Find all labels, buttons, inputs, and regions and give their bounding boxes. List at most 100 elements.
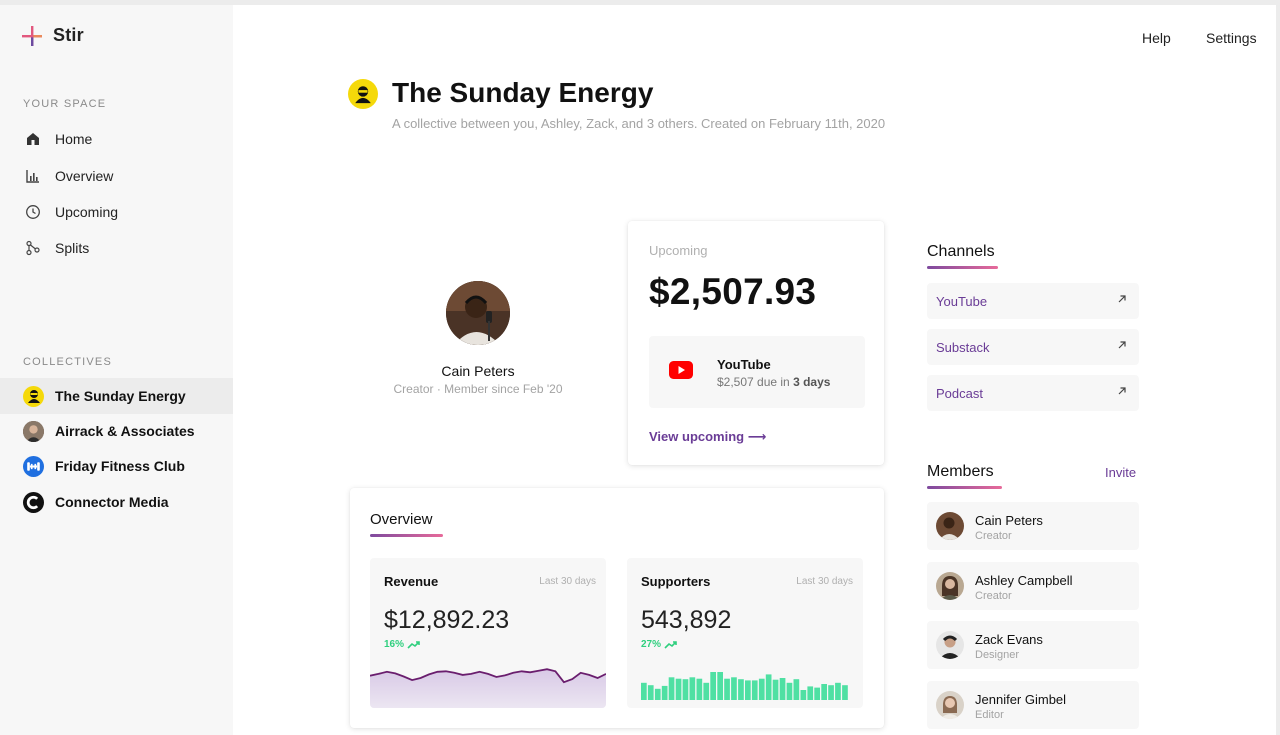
member-role: Editor — [975, 709, 1004, 721]
sidebar-item-upcoming[interactable]: Upcoming — [0, 197, 233, 227]
help-link[interactable]: Help — [1142, 30, 1171, 46]
supporters-bar — [675, 678, 682, 700]
invite-button[interactable]: Invite — [1105, 465, 1137, 480]
view-upcoming-link[interactable]: View upcoming ⟶ — [649, 429, 767, 444]
sidebar-item-splits[interactable]: Splits — [0, 233, 233, 263]
supporters-stat: Supporters Last 30 days 543,892 27% — [627, 558, 863, 708]
supporters-bar — [689, 677, 696, 700]
member-row[interactable]: Cain Peters Creator — [927, 502, 1139, 550]
member-row[interactable]: Jennifer Gimbel Editor — [927, 681, 1139, 729]
member-name: Cain Peters — [975, 513, 1043, 528]
supporters-bar — [696, 678, 703, 700]
supporters-bar — [814, 687, 820, 700]
member-name: Ashley Campbell — [975, 573, 1073, 588]
creator-meta: Creator · Member since Feb '20 — [393, 382, 563, 396]
channel-youtube[interactable]: YouTube — [927, 283, 1139, 319]
sidebar-item-overview[interactable]: Overview — [0, 161, 233, 191]
supporters-bar — [821, 684, 827, 700]
splits-icon — [24, 239, 42, 257]
collective-label: Friday Fitness Club — [55, 458, 185, 474]
member-avatar — [936, 691, 964, 719]
collective-item-friday-fitness[interactable]: Friday Fitness Club — [0, 448, 233, 484]
collective-avatar — [348, 79, 378, 109]
bar-chart-icon — [24, 167, 42, 185]
members-underline — [927, 486, 1002, 489]
upcoming-due: $2,507 due in 3 days — [717, 375, 830, 389]
supporters-chart — [641, 672, 848, 700]
supporters-bar — [779, 678, 786, 700]
supporters-bar — [724, 678, 730, 700]
supporters-bar — [828, 685, 834, 700]
supporters-bar — [731, 677, 737, 700]
trend-up-icon — [407, 640, 420, 649]
revenue-chart — [370, 668, 606, 708]
supporters-delta-value: 27% — [641, 639, 662, 650]
sidebar-item-label: Overview — [55, 168, 114, 184]
member-name: Zack Evans — [975, 632, 1043, 647]
upcoming-due-days: 3 days — [793, 375, 831, 389]
supporters-bar — [793, 679, 800, 700]
overview-underline — [370, 534, 443, 537]
external-link-icon — [1118, 295, 1126, 303]
app-name: Stir — [53, 25, 84, 45]
supporters-delta: 27% — [641, 639, 678, 650]
collective-label: Connector Media — [55, 494, 169, 510]
supporters-bar — [758, 678, 765, 700]
channel-podcast[interactable]: Podcast — [927, 375, 1139, 411]
creator-name: Cain Peters — [441, 363, 515, 379]
supporters-value: 543,892 — [641, 606, 732, 634]
supporters-bar — [647, 685, 654, 700]
member-avatar — [936, 631, 964, 659]
collective-item-airrack[interactable]: Airrack & Associates — [0, 413, 233, 449]
member-name: Jennifer Gimbel — [975, 692, 1067, 707]
revenue-line — [370, 668, 606, 684]
collective-label: The Sunday Energy — [55, 388, 186, 404]
supporters-bar — [668, 677, 675, 700]
channel-substack[interactable]: Substack — [927, 329, 1139, 365]
dumbbell-icon — [23, 455, 44, 477]
supporters-bar — [703, 682, 710, 700]
page-subtitle: A collective between you, Ashley, Zack, … — [392, 116, 886, 131]
channel-label: YouTube — [936, 294, 988, 309]
upcoming-source-name: YouTube — [717, 357, 771, 372]
collective-item-sunday-energy[interactable]: The Sunday Energy — [0, 378, 233, 414]
supporters-bar — [654, 688, 661, 700]
supporters-bar — [682, 679, 689, 700]
youtube-icon — [669, 361, 693, 379]
sidebar-item-label: Home — [55, 131, 93, 147]
revenue-stat: Revenue Last 30 days $12,892.23 16% — [370, 558, 606, 708]
revenue-area — [370, 669, 606, 708]
supporters-range: Last 30 days — [796, 576, 853, 587]
settings-link[interactable]: Settings — [1206, 30, 1257, 46]
sidebar-item-label: Upcoming — [55, 204, 119, 220]
collectives-label: COLLECTIVES — [23, 356, 113, 368]
connector-media-logo-icon — [23, 491, 44, 513]
page-title: The Sunday Energy — [392, 77, 654, 108]
supporters-bar — [717, 672, 723, 700]
channel-label: Substack — [936, 340, 990, 355]
sidebar-item-home[interactable]: Home — [0, 124, 233, 154]
your-space-label: YOUR SPACE — [23, 98, 107, 110]
supporters-bar — [835, 682, 841, 700]
member-avatar — [936, 572, 964, 600]
member-row[interactable]: Ashley Campbell Creator — [927, 562, 1139, 610]
revenue-value: $12,892.23 — [384, 606, 510, 634]
revenue-range: Last 30 days — [539, 576, 596, 587]
supporters-bar — [738, 679, 744, 700]
member-row[interactable]: Zack Evans Designer — [927, 621, 1139, 669]
members-title: Members — [927, 463, 994, 480]
revenue-delta: 16% — [384, 639, 421, 650]
collective-item-connector-media[interactable]: Connector Media — [0, 484, 233, 520]
supporters-bar — [641, 682, 647, 700]
supporters-bar — [751, 680, 758, 700]
channels-underline — [927, 266, 998, 269]
supporters-bar — [772, 679, 779, 700]
supporters-bar — [800, 690, 807, 700]
stir-logo-icon — [22, 25, 42, 46]
supporters-bar — [786, 682, 793, 700]
window-top-bar — [0, 0, 1280, 5]
app-logo[interactable]: Stir — [22, 25, 84, 46]
supporters-bar — [710, 672, 716, 700]
supporters-bar — [765, 674, 772, 700]
upcoming-amount: $2,507.93 — [649, 271, 817, 312]
